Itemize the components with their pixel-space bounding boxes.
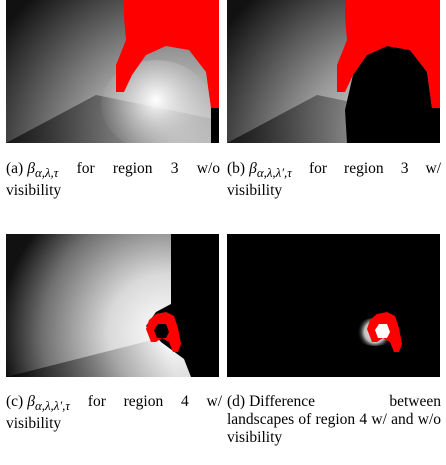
caption-a-subscript: α,λ,τ — [34, 165, 59, 181]
caption-c: (c) βα,λ,λ′,τ for region 4 w/ visibility — [6, 393, 222, 433]
caption-a-text: for region 3 w/o visibility — [6, 160, 221, 200]
caption-d: (d) Difference between landscapes of regi… — [227, 393, 441, 447]
caption-c-symbol: β — [27, 393, 35, 410]
caption-d-label: (d) — [227, 393, 246, 410]
caption-c-subscript: α,λ,λ′,τ — [34, 398, 71, 414]
caption-b-text: for region 3 w/ visibility — [227, 160, 441, 200]
caption-a-symbol: β — [27, 160, 35, 177]
caption-b-label: (b) — [227, 160, 246, 177]
panel-a-image — [6, 0, 219, 143]
caption-a: (a) βα,λ,τ for region 3 w/o visibility — [6, 160, 220, 200]
panel-b-image — [227, 0, 440, 143]
panel-d-image — [227, 234, 440, 377]
panel-c-image — [6, 234, 219, 377]
caption-a-label: (a) — [6, 160, 24, 177]
caption-b-subscript: α,λ,λ′,τ — [256, 165, 292, 181]
caption-d-text: Difference between landscapes of region … — [227, 393, 441, 446]
caption-b-symbol: β — [249, 160, 257, 177]
caption-c-text: for region 4 w/ visibility — [6, 393, 222, 433]
caption-c-label: (c) — [6, 393, 24, 410]
caption-b: (b) βα,λ,λ′,τ for region 3 w/ visibility — [227, 160, 441, 200]
